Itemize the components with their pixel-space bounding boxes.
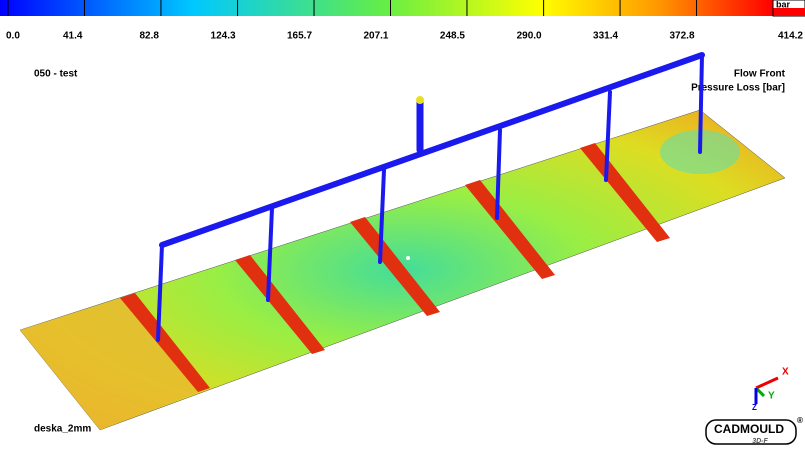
part-plate <box>19 109 786 431</box>
colorbar-ticks: 0.0 41.4 82.8 124.3 165.7 207.1 248.5 290.0 331.… <box>6 0 803 42</box>
result-subtitle: Pressure Loss [bar] <box>691 83 785 94</box>
logo: CADMOULD ® 3D-F <box>705 416 803 445</box>
colorbar-tick-label: 165.7 <box>287 31 312 42</box>
colorbar-tick-label: 248.5 <box>440 31 465 42</box>
colorbar-tick-label: 372.8 <box>670 31 695 42</box>
logo-version: 3D-F <box>752 438 768 445</box>
unit-box-fill <box>773 8 805 16</box>
logo-name: CADMOULD <box>714 422 784 436</box>
colorbar-tick-label: 41.4 <box>63 31 83 42</box>
colorbar-tick-label: 82.8 <box>139 31 159 42</box>
part-name: deska_2mm <box>34 424 91 435</box>
logo-mark: ® <box>797 416 803 425</box>
colorbar-tick-label: 124.3 <box>211 31 236 42</box>
axis-z-label: Z <box>752 403 757 412</box>
colorbar-tick-label: 0.0 <box>6 31 20 42</box>
colorbar-tick-label: 331.4 <box>593 31 618 42</box>
runner-system <box>156 52 705 342</box>
colorbar-unit: bar <box>776 0 791 9</box>
colorbar <box>0 0 773 16</box>
colorbar-tick-label: 290.0 <box>517 31 542 42</box>
result-title: Flow Front <box>734 69 786 80</box>
project-name: 050 - test <box>34 69 78 80</box>
colorbar-tick-label: 207.1 <box>363 31 388 42</box>
colorbar-tick-label: 414.2 <box>778 31 803 42</box>
axis-triad: X Y Z <box>752 367 789 412</box>
axis-y-label: Y <box>768 391 775 402</box>
axis-x-label: X <box>782 367 789 378</box>
